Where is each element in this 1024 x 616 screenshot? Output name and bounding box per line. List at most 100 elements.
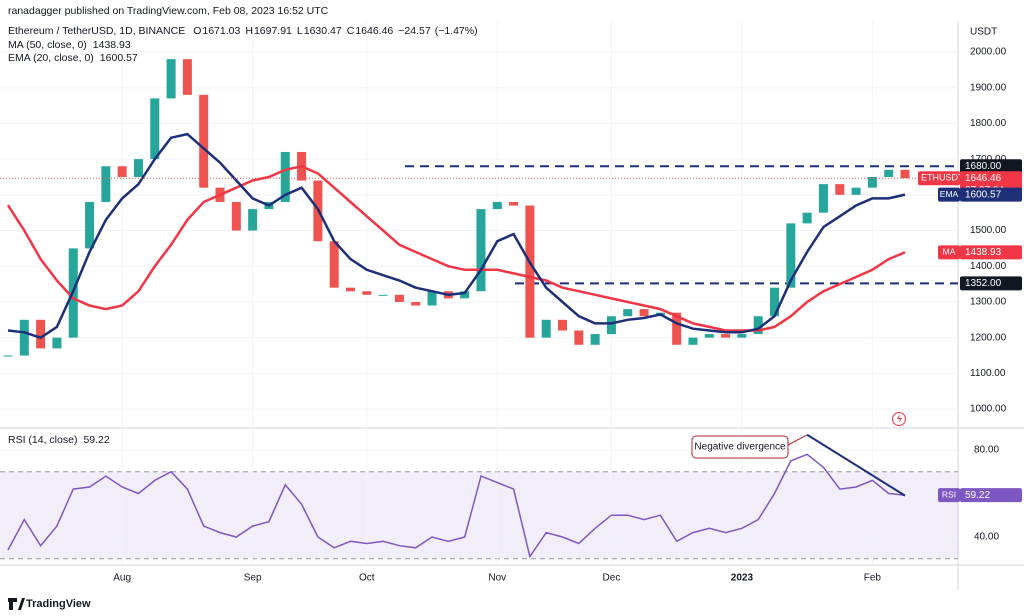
ema-line: [7, 132, 906, 340]
candle: [411, 301, 421, 306]
legend-value: 1438.93: [93, 39, 131, 51]
candle: [802, 212, 812, 224]
candle: [19, 319, 29, 356]
candle: [558, 319, 568, 331]
x-tick-label: 2023: [731, 573, 754, 584]
legend-name: EMA (20, close, 0): [8, 52, 94, 64]
symbol-tag: ETHUSDT: [921, 173, 964, 183]
annotation-pointer: [787, 434, 808, 446]
candle: [427, 291, 437, 306]
candle: [884, 169, 894, 177]
rsi-line: [7, 453, 906, 559]
candle: [835, 184, 845, 195]
candle: [770, 287, 780, 317]
y-tick-label: 1900.00: [970, 82, 1007, 93]
candle: [721, 334, 731, 338]
ohlc-value: 1697.91: [254, 25, 292, 37]
rsi-trendline: [806, 433, 906, 497]
candle: [525, 205, 535, 338]
y-tick-label: 1400.00: [970, 261, 1007, 272]
candle: [117, 166, 127, 177]
annotation: Negative divergence: [694, 442, 786, 453]
overlay: Ethereum / TetherUSD, 1D, BINANCE O 1671.0…: [8, 25, 1022, 503]
x-tick-label: Feb: [864, 573, 882, 584]
change: −24.57: [398, 25, 431, 37]
y-tick-label: 1200.00: [970, 332, 1007, 343]
y-tick-label: 1500.00: [970, 225, 1007, 236]
candle: [52, 337, 62, 349]
candle: [639, 309, 649, 317]
last-price-tag: 1646.46: [965, 173, 1002, 184]
candle: [818, 184, 828, 213]
candle: [182, 59, 192, 95]
candle: [786, 223, 796, 288]
candle: [541, 319, 551, 338]
ohlc-value: 1646.46: [355, 25, 393, 37]
candle: [460, 291, 470, 299]
candle: [851, 187, 861, 195]
brand-logo: [8, 598, 25, 610]
candle: [867, 176, 877, 188]
annotation-box: [691, 435, 789, 459]
rsi-legend-value: 59.22: [83, 434, 109, 446]
y-tick-label: 1100.00: [970, 368, 1006, 379]
rsi-value-tag: 59.22: [965, 490, 990, 501]
y-unit: USDT: [970, 27, 997, 38]
candle: [688, 337, 698, 345]
alert-icon: [892, 412, 906, 426]
candle: [3, 355, 13, 357]
candle: [737, 334, 747, 338]
candle: [150, 98, 160, 160]
y-tick-label: 2000.00: [970, 47, 1007, 58]
rsi-tick-label: 40.00: [974, 532, 999, 543]
candle: [231, 201, 241, 231]
candle: [133, 159, 143, 177]
ma-value-tag: 1438.93: [965, 247, 1002, 258]
rsi-name-tag: RSI: [942, 489, 956, 499]
candle: [574, 330, 584, 345]
candle: [476, 209, 486, 292]
ohlc-key: H: [245, 25, 253, 37]
ema-name-tag-bg: [938, 187, 960, 202]
x-tick-label: Nov: [488, 573, 506, 584]
rsi-value-tag-bg: [960, 488, 1022, 503]
ma-value-tag-bg: [960, 245, 1022, 260]
candle: [606, 316, 616, 335]
legend-name: MA (50, close, 0): [8, 39, 87, 51]
publisher: ranadagger published on TradingView.com,…: [8, 5, 329, 17]
rsi-tick-label: 80.00: [974, 445, 999, 456]
candle: [672, 312, 682, 345]
y-tick-label: 1700.00: [970, 154, 1007, 165]
ohlc-key: O: [193, 25, 201, 37]
candle: [753, 316, 763, 335]
ohlc-key: C: [347, 25, 355, 37]
candle: [590, 334, 600, 345]
level-tag-bg: [960, 276, 1022, 291]
ohlc-value: 1671.03: [202, 25, 240, 37]
candle: [248, 209, 258, 231]
level-tag: 1352.00: [965, 278, 1002, 289]
candle: [85, 201, 95, 249]
ma-name-tag-bg: [938, 245, 960, 260]
candle: [166, 59, 176, 99]
rsi-legend-name: RSI (14, close): [8, 434, 77, 446]
candle: [394, 294, 404, 302]
ema-value-tag-bg: [960, 187, 1022, 202]
y-tick-label: 1800.00: [970, 118, 1007, 129]
candle: [378, 294, 388, 296]
x-tick-label: Sep: [244, 573, 262, 584]
candle: [36, 319, 46, 349]
level-tag: 1680.00: [965, 161, 1002, 172]
level-tag-bg: [960, 159, 1022, 174]
candle: [509, 201, 519, 206]
candle: [199, 94, 209, 188]
y-tick-label: 1000.00: [970, 404, 1007, 415]
ema-name-tag: EMA: [940, 189, 959, 199]
candle: [280, 151, 290, 202]
legend-value: 1600.57: [100, 52, 138, 64]
rsi-name-tag-bg: [938, 488, 960, 503]
ohlc-key: L: [297, 25, 303, 37]
x-tick-label: Oct: [359, 573, 375, 584]
